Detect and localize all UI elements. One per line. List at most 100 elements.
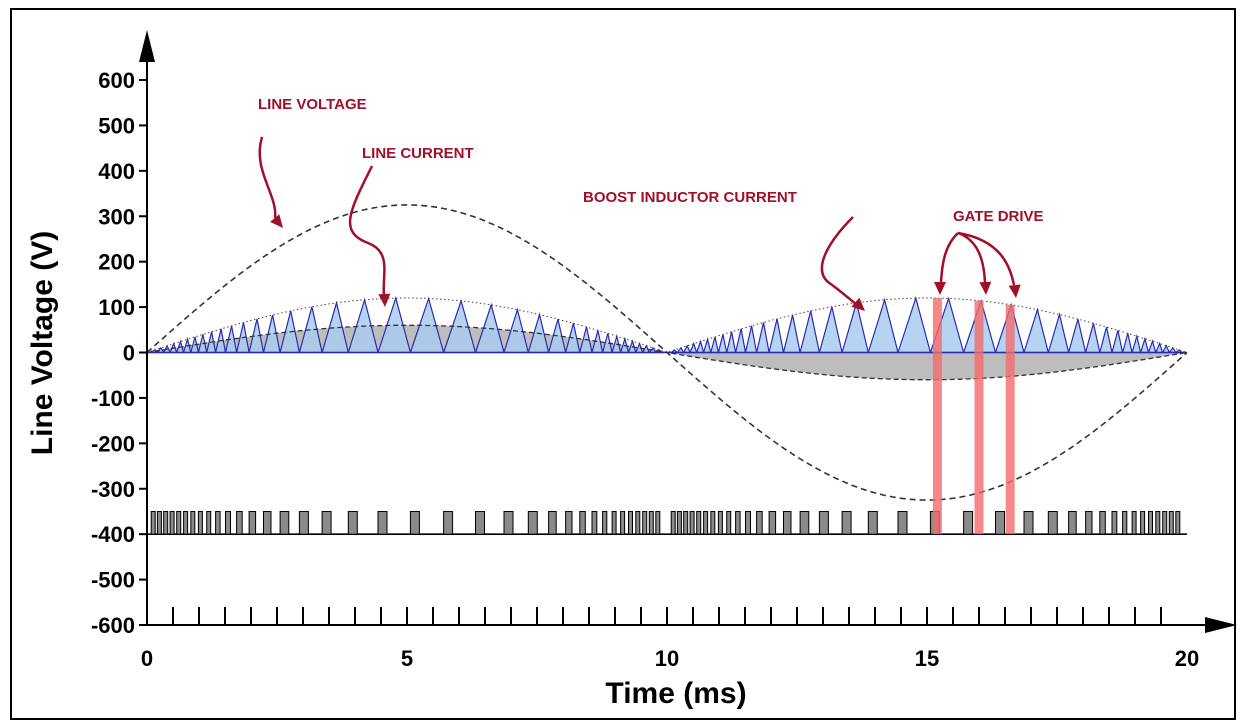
boost-current-triangle [755,322,770,354]
gate-drive-pulse [225,511,231,535]
annotation-gate-drive: GATE DRIVE [953,208,1044,225]
gate-drive-pulse [867,511,878,535]
y-tick-label: 600 [98,68,135,93]
gate-drive-pulse [635,511,641,535]
gate-drive-pulse [696,511,702,535]
boost-current-triangle [1121,333,1133,354]
y-tick-label: 0 [123,341,135,366]
gate-drive-pulse [995,511,1005,535]
x-axis-arrow [1205,617,1237,633]
annotation-arrow-line-voltage [258,136,277,219]
y-axis-title: Line Voltage (V) [26,231,59,455]
gate-drive-layer [147,298,1187,535]
boost-current-triangle [1047,312,1070,354]
boost-current-triangle [1154,341,1164,354]
boost-current-triangle [744,325,758,354]
y-tick-label: 400 [98,159,135,184]
gate-drive-pulse [206,511,212,535]
gate-drive-pulse [156,511,162,535]
gate-drive-pulse [717,511,723,535]
gate-drive-pulse [263,511,272,535]
x-tick-label: 0 [141,646,153,671]
gate-drive-pulse [648,511,654,535]
gate-drive-pulse [163,511,169,535]
gate-drive-pulse [150,511,156,535]
gate-drive-pulse [279,511,290,535]
gate-drive-pulse [215,511,221,535]
gate-drive-pulse [628,511,633,535]
y-tick-label: -400 [91,522,135,547]
gate-drive-pulse [579,511,586,535]
gate-drive-pulse [409,511,420,535]
gate-drive-pulse [783,511,792,535]
boost-current-triangle [1131,333,1142,354]
annotation-arrow-line-current-head [378,293,391,307]
gate-drive-pulse [527,511,538,535]
boost-current-triangle [1067,318,1087,354]
gate-drive-pulse [475,511,485,535]
boost-current-triangle [710,336,720,354]
gate-drive-pulse [703,511,709,535]
gate-drive-pulse [1168,511,1174,535]
annotation-arrow-gate-1-head [934,282,946,295]
gate-drive-pulse [1111,511,1118,535]
boost-current-triangle [734,328,747,354]
gate-drive-pulse [799,511,810,535]
gate-drive-pulse [670,511,676,535]
y-tick-label: -500 [91,568,135,593]
gate-drive-pulse [169,511,175,535]
boost-current-triangle [1084,323,1101,354]
x-tick-label: 15 [915,646,939,671]
gate-drive-pulse [1140,511,1146,535]
gate-drive-pulse [321,511,332,535]
gate-drive-pulse [963,511,974,535]
chart-frame [10,8,1236,720]
line-voltage-curve [146,204,1188,501]
gate-drive-pulse [1131,511,1137,535]
boost-current-triangle [818,306,843,354]
gate-drive-pulse [347,511,358,535]
boost-current-triangle [799,310,821,354]
annotation-arrow-gate-3 [957,231,1016,286]
boost-current-triangle [1099,326,1113,354]
gate-drive-pulse [591,511,598,535]
gate-drive-pulse [1155,511,1161,535]
gate-drive-pulse [190,511,196,535]
y-axis-arrow [139,30,155,62]
gate-drive-pulse [565,511,573,535]
annotation-arrow-gate-1 [939,232,959,283]
gate-drive-pulse [236,511,243,535]
gate-drive-pulse [377,511,388,535]
gate-drive-pulse [1023,511,1034,535]
gate-drive-pulse [197,511,203,535]
gate-drive-pulse [1175,511,1181,535]
gate-drive-pulse [620,511,626,535]
annotation-arrow-line-current [348,165,386,296]
gate-drive-pulse [1162,511,1168,535]
boost-inductor-current-layer [146,295,1188,354]
gate-drive-pulse [841,511,852,535]
gate-drive-pulse [756,511,763,535]
annotation-arrow-boost-head [851,297,865,311]
boost-current-triangle [717,334,728,354]
gate-drive-pulse [176,511,182,535]
gate-drive-pulse [735,511,741,535]
gate-drive-pulse [726,511,732,535]
boost-current-triangle [782,314,801,354]
gate-drive-pulse [710,511,716,535]
boost-current-triangle [1139,336,1150,354]
boost-current-triangle [725,331,737,354]
highlighted-gate-bar [932,298,942,535]
boost-current-triangle [768,318,785,354]
gate-drive-pulse [248,511,257,535]
annotation-arrow-line-voltage-head [270,214,283,228]
gate-drive-pulse [683,511,689,535]
gate-drive-pulse [611,511,617,535]
gate-drive-pulse [642,511,648,535]
gate-drive-pulse [676,511,682,535]
boost-current-triangle [702,337,712,354]
annotation-layer: LINE VOLTAGE LINE CURRENT BOOST INDUCTOR… [258,96,1044,311]
boost-current-triangle [695,339,705,354]
gate-drive-pulse [298,511,309,535]
